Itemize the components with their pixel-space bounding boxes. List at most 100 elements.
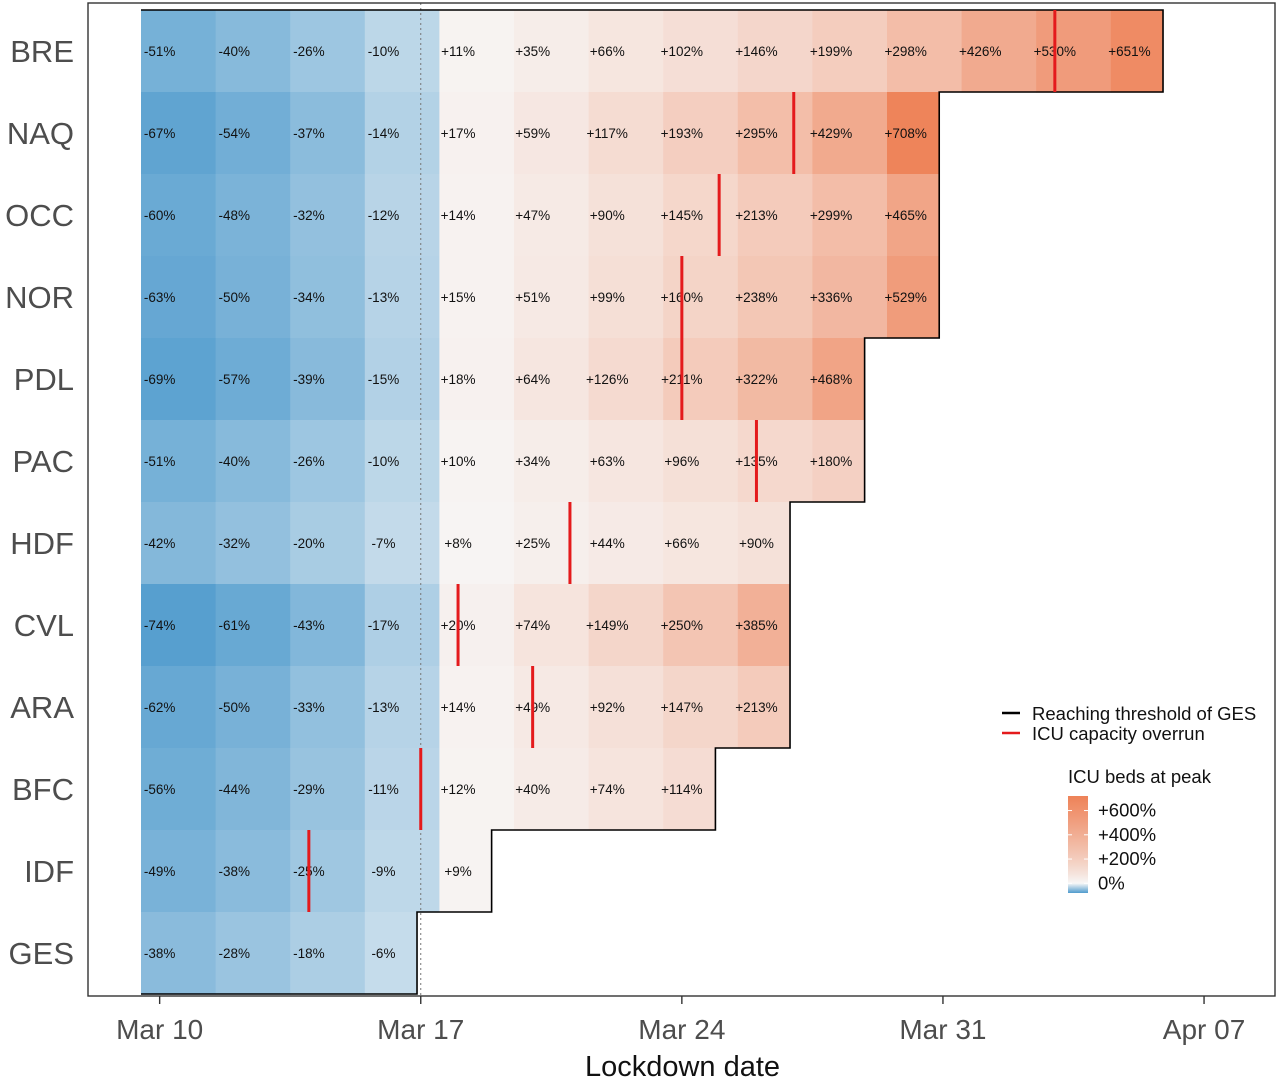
- cell-value-label: -49%: [144, 864, 176, 879]
- cell-value-label: +10%: [441, 454, 476, 469]
- heatmap-cell: [737, 92, 813, 175]
- heatmap-cell: [439, 256, 515, 339]
- heatmap-cell: [514, 338, 590, 421]
- heatmap-cell: [215, 174, 291, 257]
- cell-value-label: -67%: [144, 126, 176, 141]
- heatmap-cell: [812, 256, 888, 339]
- heatmap-cell: [588, 666, 664, 749]
- cell-value-label: -38%: [144, 946, 176, 961]
- heatmap-cell: [588, 584, 664, 667]
- heatmap-cell: [215, 748, 291, 831]
- cell-value-label: -9%: [371, 864, 395, 879]
- cell-value-label: +468%: [810, 372, 852, 387]
- heatmap-cell: [588, 92, 664, 175]
- x-tick-label: Mar 10: [116, 1014, 203, 1045]
- cell-value-label: -44%: [218, 782, 250, 797]
- heatmap-cell: [439, 502, 515, 585]
- y-axis-label-nor: NOR: [5, 280, 74, 315]
- heatmap-cell: [141, 830, 217, 913]
- cell-value-label: -50%: [218, 290, 250, 305]
- heatmap-cell: [514, 666, 590, 749]
- heatmap-cell: [514, 420, 590, 503]
- y-axis-label-bre: BRE: [10, 34, 74, 69]
- heatmap-cell: [663, 10, 739, 93]
- heatmap-cell: [141, 420, 217, 503]
- cell-value-label: -56%: [144, 782, 176, 797]
- heatmap-cell: [364, 256, 440, 339]
- heatmap-cell: [588, 748, 664, 831]
- heatmap-cell: [215, 92, 291, 175]
- cell-value-label: -69%: [144, 372, 176, 387]
- colorbar-tick-label: +200%: [1098, 848, 1156, 869]
- cell-value-label: +64%: [515, 372, 550, 387]
- heatmap-cell: [663, 584, 739, 667]
- cell-value-label: +14%: [441, 208, 476, 223]
- cell-value-label: +708%: [884, 126, 926, 141]
- heatmap-cell: [887, 256, 940, 339]
- heatmap-cell: [290, 584, 366, 667]
- heatmap-cell: [812, 338, 865, 421]
- heatmap-cell: [663, 748, 716, 831]
- heatmap-cell: [364, 338, 440, 421]
- heatmap-cell: [290, 912, 366, 995]
- legend-label-icu-overrun: ICU capacity overrun: [1032, 723, 1205, 744]
- colorbar-tick-label: +400%: [1098, 824, 1156, 845]
- heatmap-cell: [439, 174, 515, 257]
- heatmap-cell: [663, 174, 739, 257]
- y-axis-label-pac: PAC: [13, 444, 74, 479]
- heatmap-cell: [514, 256, 590, 339]
- heatmap-cell: [364, 666, 440, 749]
- cell-value-label: -32%: [293, 208, 325, 223]
- y-axis-labels: BRE NAQ OCC NOR PDL PAC HDF CVL ARA BFC IDF GES: [5, 34, 74, 971]
- heatmap-cell: [514, 502, 590, 585]
- cell-value-label: -40%: [218, 44, 250, 59]
- heatmap-cell: [1036, 10, 1112, 93]
- cell-value-label: +12%: [441, 782, 476, 797]
- heatmap-cell: [364, 10, 440, 93]
- cell-value-label: +90%: [590, 208, 625, 223]
- heatmap-cell: [141, 338, 217, 421]
- heatmap-cell: [812, 92, 888, 175]
- heatmap-cell: [215, 420, 291, 503]
- heatmap-cell: [439, 830, 492, 913]
- colorbar-tick-label: +600%: [1098, 800, 1156, 821]
- cell-value-label: -62%: [144, 700, 176, 715]
- cell-value-label: +8%: [444, 536, 471, 551]
- cell-value-label: +299%: [810, 208, 852, 223]
- heatmap-cell: [364, 748, 440, 831]
- cell-value-label: +102%: [661, 44, 703, 59]
- colorbar-tick-label: 0%: [1098, 872, 1125, 893]
- y-axis-label-ges: GES: [9, 936, 74, 971]
- heatmap-cell: [364, 502, 440, 585]
- heatmap-cell: [364, 174, 440, 257]
- colorbar: [1068, 796, 1088, 893]
- heatmap-cell: [439, 338, 515, 421]
- heatmap-cell: [514, 748, 590, 831]
- heatmap-cell: [141, 256, 217, 339]
- heatmap-cell: [290, 256, 366, 339]
- heatmap-cell: [141, 666, 217, 749]
- heatmap-cell: [439, 92, 515, 175]
- heatmap-cell: [887, 10, 963, 93]
- cell-value-label: -10%: [368, 454, 400, 469]
- heatmap-cell-labels: -51% -40% -26% -10% +11% +35% +66% +102% +146% +1…: [144, 44, 1151, 961]
- heatmap-cell: [737, 666, 791, 749]
- cell-value-label: +336%: [810, 290, 852, 305]
- cell-value-label: -6%: [371, 946, 395, 961]
- cell-value-label: +74%: [590, 782, 625, 797]
- cell-value-label: +322%: [735, 372, 777, 387]
- cell-value-label: +14%: [441, 700, 476, 715]
- y-axis-label-ara: ARA: [10, 690, 74, 725]
- cell-value-label: +180%: [810, 454, 852, 469]
- cell-value-label: +9%: [444, 864, 471, 879]
- heatmap-cell: [588, 420, 664, 503]
- cell-value-label: -61%: [218, 618, 250, 633]
- heatmap-cell: [141, 584, 217, 667]
- cell-value-label: +250%: [661, 618, 703, 633]
- heatmap-cell: [364, 420, 440, 503]
- y-axis-label-cvl: CVL: [14, 608, 74, 643]
- heatmap-cell: [290, 174, 366, 257]
- heatmap-cell: [1110, 10, 1164, 93]
- heatmap-cell: [737, 338, 813, 421]
- heatmap-cell: [588, 502, 664, 585]
